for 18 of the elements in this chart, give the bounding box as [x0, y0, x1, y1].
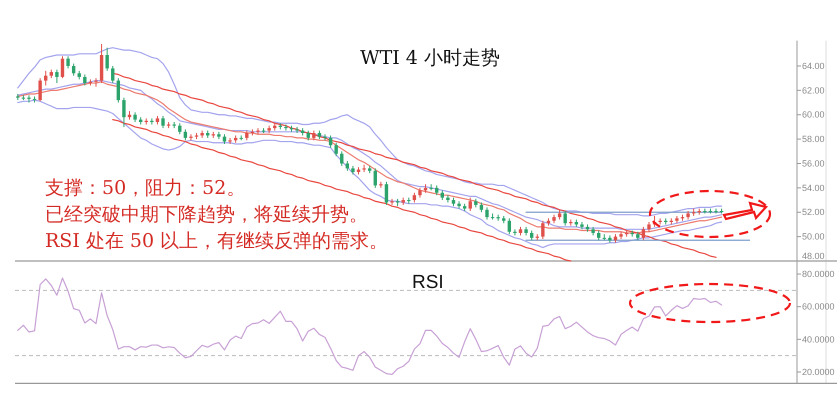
y-tick-label: 52.00: [802, 207, 825, 218]
y-tick-label: 60.0000: [802, 302, 835, 312]
y-tick-label: 54.00: [802, 182, 825, 193]
annotation: 支撑：50，阻力：52。: [45, 177, 246, 199]
y-tick-label: 56.00: [802, 158, 825, 168]
y-tick-label: 60.00: [802, 110, 825, 120]
y-tick-label: 48.00: [802, 251, 825, 261]
y-tick-label: 80.0000: [802, 269, 835, 280]
y-tick-label: 40.0000: [802, 334, 835, 344]
y-tick-label: 62.00: [802, 85, 825, 96]
y-tick-label: 64.00: [802, 60, 825, 71]
text: RSI: [412, 272, 444, 293]
y-tick-label: 50.00: [802, 232, 825, 242]
annotation: 已经突破中期下降趋势，将延续升势。: [45, 204, 368, 226]
y-tick-label: 58.00: [802, 134, 825, 144]
y-tick-label: 20.0000: [802, 366, 835, 377]
annotation: RSI 处在 50 以上，有继续反弹的需求。: [45, 230, 388, 252]
chart-title: WTI 4 小时走势: [360, 47, 500, 69]
